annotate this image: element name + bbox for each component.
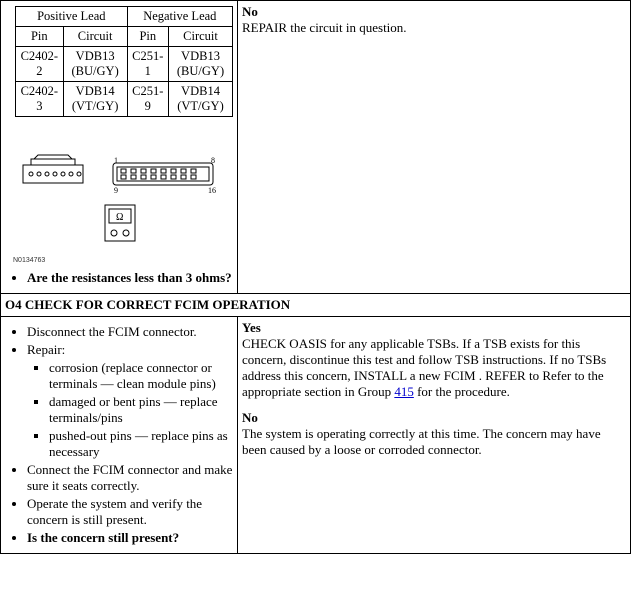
diagnostic-table: Positive Lead Negative Lead Pin Circuit … — [0, 0, 631, 554]
diagram-block: 1 8 9 16 Ω N0134763 — [13, 135, 233, 264]
cell-pcirc: VDB14 (VT/GY) — [63, 82, 127, 117]
o4-no-text: The system is operating correctly at thi… — [242, 426, 626, 458]
ohm-symbol: Ω — [116, 212, 123, 223]
cell-ppin: C2402-2 — [16, 47, 64, 82]
o4-left-cell: Disconnect the FCIM connector. Repair: c… — [1, 317, 238, 554]
cell-ncirc: VDB13 (BU/GY) — [169, 47, 233, 82]
cell-pcirc: VDB13 (BU/GY) — [63, 47, 127, 82]
pin-table: Positive Lead Negative Lead Pin Circuit … — [15, 6, 233, 117]
o4-step-3: Connect the FCIM connector and make sure… — [27, 462, 233, 494]
neg-lead-header: Negative Lead — [127, 7, 232, 27]
o4-step-2c: pushed-out pins — replace pins as necess… — [49, 428, 233, 460]
col-pin: Pin — [16, 27, 64, 47]
o4-no-label: No — [242, 410, 626, 426]
o4-step-2b: damaged or bent pins — replace terminals… — [49, 394, 233, 426]
cell-ncirc: VDB14 (VT/GY) — [169, 82, 233, 117]
o3-right-cell: No REPAIR the circuit in question. — [238, 1, 631, 294]
o4-step-2a: corrosion (replace connector or terminal… — [49, 360, 233, 392]
o4-step-1: Disconnect the FCIM connector. — [27, 324, 233, 340]
pin-label-16: 16 — [208, 186, 216, 195]
o3-no-label: No — [242, 4, 626, 20]
o3-no-text: REPAIR the circuit in question. — [242, 20, 626, 36]
cell-npin: C251-9 — [127, 82, 168, 117]
pos-lead-header: Positive Lead — [16, 7, 128, 27]
o4-header: O4 CHECK FOR CORRECT FCIM OPERATION — [1, 294, 631, 317]
pin-label-8: 8 — [211, 156, 215, 165]
o4-yes-label: Yes — [242, 320, 626, 336]
o4-step-4: Operate the system and verify the concer… — [27, 496, 233, 528]
pin-label-9: 9 — [114, 186, 118, 195]
cell-ppin: C2402-3 — [16, 82, 64, 117]
col-pin: Pin — [127, 27, 168, 47]
o4-right-cell: Yes CHECK OASIS for any applicable TSBs.… — [238, 317, 631, 554]
pin-label-1: 1 — [114, 156, 118, 165]
o4-question: Is the concern still present? — [27, 530, 233, 546]
col-circuit: Circuit — [63, 27, 127, 47]
o4-yes-part2: for the procedure. — [414, 384, 510, 399]
diagram-id: N0134763 — [13, 257, 233, 264]
o3-left-cell: Positive Lead Negative Lead Pin Circuit … — [1, 1, 238, 294]
o4-yes-text: CHECK OASIS for any applicable TSBs. If … — [242, 336, 626, 400]
connector-diagram: 1 8 9 16 Ω — [13, 135, 223, 255]
col-circuit: Circuit — [169, 27, 233, 47]
o4-step-2: Repair: — [27, 342, 65, 357]
group-link[interactable]: 415 — [394, 384, 414, 399]
question-o3: Are the resistances less than 3 ohms? — [27, 270, 233, 286]
cell-npin: C251-1 — [127, 47, 168, 82]
